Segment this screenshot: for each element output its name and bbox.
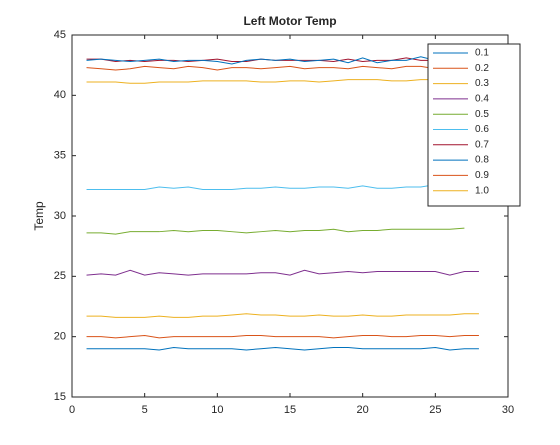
chart-title: Left Motor Temp xyxy=(243,14,336,28)
data-line xyxy=(86,79,479,84)
legend-label: 0.5 xyxy=(475,109,489,120)
legend-label: 0.8 xyxy=(475,155,489,166)
legend-label: 0.4 xyxy=(475,94,489,105)
y-tick-label: 45 xyxy=(54,29,66,41)
y-tick-label: 20 xyxy=(54,331,66,343)
y-tick-label: 30 xyxy=(54,210,66,222)
data-line xyxy=(86,313,479,318)
x-tick-label: 5 xyxy=(142,404,148,416)
legend-box xyxy=(427,43,521,207)
y-tick-label: 40 xyxy=(54,89,66,101)
legend-label: 0.6 xyxy=(475,124,489,135)
data-line xyxy=(86,184,479,190)
legend-label: 0.3 xyxy=(475,78,489,89)
x-tick-label: 0 xyxy=(69,404,75,416)
x-tick-label: 25 xyxy=(429,404,441,416)
data-line xyxy=(86,56,479,65)
data-line xyxy=(86,269,479,276)
x-tick-label: 20 xyxy=(357,404,369,416)
y-axis-label: Temp xyxy=(32,201,46,231)
data-line xyxy=(86,57,479,63)
y-tick-label: 25 xyxy=(54,270,66,282)
legend-label: 0.7 xyxy=(475,139,489,150)
legend-label: 0.2 xyxy=(475,63,489,74)
x-tick-label: 15 xyxy=(284,404,296,416)
data-line xyxy=(86,227,465,235)
x-tick-label: 10 xyxy=(211,404,223,416)
legend-label: 0.9 xyxy=(475,170,489,181)
data-line xyxy=(86,334,479,339)
axes-box xyxy=(71,34,509,398)
x-tick-label: 30 xyxy=(502,404,514,416)
y-tick-label: 15 xyxy=(54,391,66,403)
data-line xyxy=(86,65,479,71)
legend-label: 1.0 xyxy=(475,185,489,196)
data-line xyxy=(86,347,479,351)
y-tick-label: 35 xyxy=(54,150,66,162)
legend-label: 0.1 xyxy=(475,48,489,59)
